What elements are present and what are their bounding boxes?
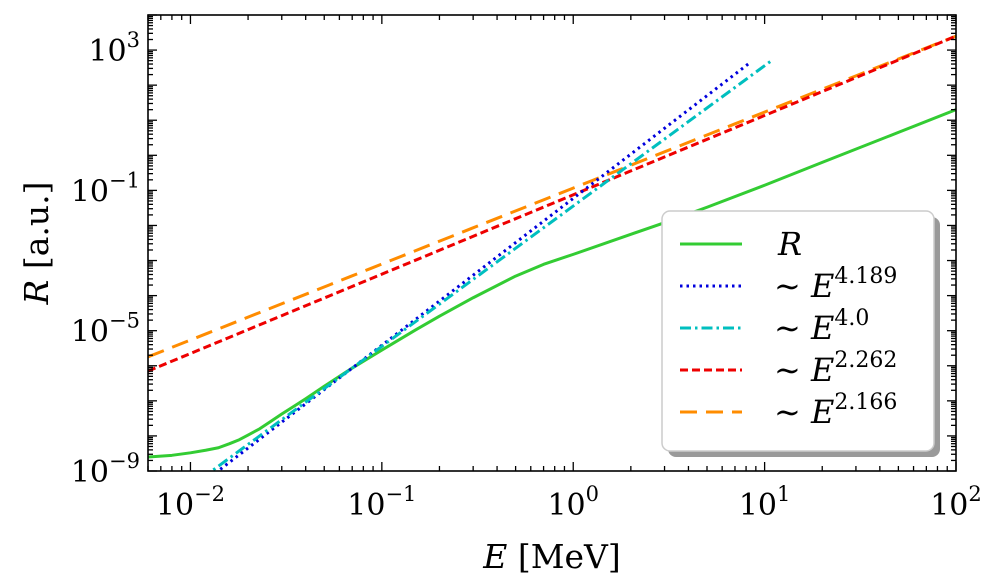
series-line-3 [148, 34, 956, 373]
y-tick-label: 10−9 [71, 449, 140, 490]
x-tick-label: 102 [930, 482, 982, 523]
plot-frame [147, 14, 957, 472]
legend-label-2: ∼ E4.0 [774, 306, 869, 347]
series-line-2 [209, 58, 774, 471]
legend-label-1: ∼ E4.189 [774, 264, 897, 305]
x-axis-label: E [MeV] [482, 537, 620, 576]
legend-label-4: ∼ E2.166 [774, 390, 897, 431]
legend-label-3: ∼ E2.262 [774, 348, 897, 389]
x-tick-label: 100 [547, 482, 599, 523]
y-tick-label: 10−1 [71, 168, 140, 209]
y-tick-label: 10−5 [71, 309, 140, 350]
y-tick-label: 103 [88, 28, 140, 69]
y-axis-label: R [a.u.] [17, 181, 56, 305]
x-tick-label: 10−1 [347, 482, 416, 523]
x-tick-label: 10−2 [156, 482, 225, 523]
series-line-4 [148, 34, 956, 359]
legend-label-0: R [777, 225, 802, 263]
series-line-1 [215, 60, 753, 471]
legend-box [661, 210, 935, 452]
x-tick-label: 101 [739, 482, 791, 523]
